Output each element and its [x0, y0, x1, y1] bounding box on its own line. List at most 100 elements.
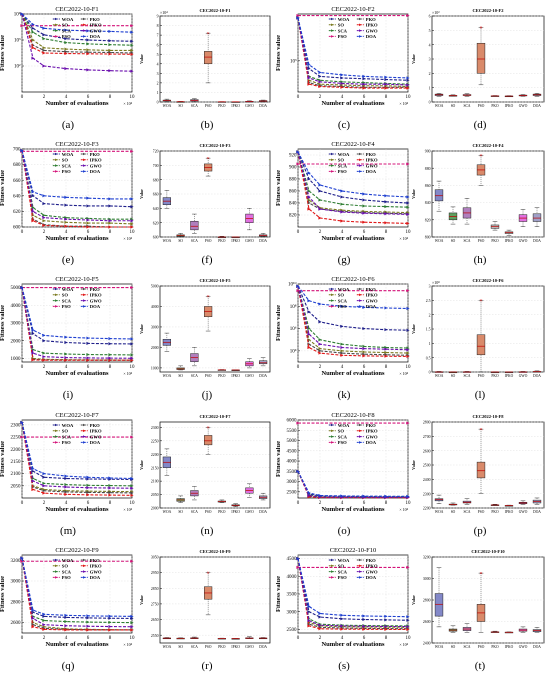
series-point-PKO: [318, 349, 322, 353]
y-tick-label: 600: [153, 236, 159, 240]
series-point-IPKO: [31, 487, 35, 492]
series-point-SCA: [42, 37, 46, 41]
series-point-DOA: [307, 171, 311, 175]
legend-label: IPKO: [366, 23, 378, 28]
series-point-DOA: [384, 75, 388, 79]
y-multiplier: ×10³: [432, 10, 440, 15]
series-point-WOA: [384, 328, 388, 332]
y-tick-label: 3500: [287, 593, 298, 598]
legend-marker: [55, 287, 58, 291]
plot-area: [431, 285, 545, 373]
y-tick-label: 0: [157, 101, 159, 105]
x-tick-label: PKO: [491, 510, 499, 514]
x-tick-label: SCA: [191, 645, 198, 649]
y-tick-label: 1: [429, 86, 431, 90]
x-axis-label: Number of evaluations: [321, 506, 385, 513]
y-tick-label: 2000: [151, 507, 159, 511]
x-tick-label: 0: [297, 230, 300, 235]
series-point-DOA: [340, 613, 344, 617]
series-point-GWO: [86, 68, 90, 72]
plot-area: [159, 556, 271, 644]
series-point-DOA: [20, 556, 24, 560]
legend-marker: [331, 570, 334, 573]
legend-marker: [83, 305, 86, 308]
y-axis-label: Value: [412, 54, 416, 64]
y-axis-label: Fitness value: [0, 35, 6, 71]
y-tick-label: 5000: [151, 285, 159, 289]
x-tick-label: 10: [130, 365, 136, 370]
series-point-WOA: [130, 616, 134, 621]
panel-2: CEC2022-10-F1 0 1 2 3 4 5 6 7 8 9 Value ×10⁴ WOA SO SCA…: [140, 4, 274, 136]
series-point-DOA: [296, 556, 300, 561]
legend-marker: [331, 429, 334, 433]
y-axis-label: Value: [140, 189, 144, 199]
series-point-IPKO: [86, 358, 90, 362]
series-point-DOA: [31, 608, 35, 612]
chart-svg-15: CEC2022-10-F8 2500 3000 3500 4000 4500 5000 550…: [276, 412, 411, 513]
series-point-GWO: [64, 624, 68, 628]
x-tick-label: 0: [21, 230, 24, 235]
series-point-WOA: [362, 77, 366, 81]
plot-area: [159, 15, 271, 103]
series-point-GWO: [307, 76, 311, 80]
series-point-GWO: [318, 80, 322, 84]
y-tick-label: 4000: [11, 304, 22, 309]
panel-label: (c): [337, 119, 351, 131]
series-point-IPKO: [42, 627, 46, 631]
x-tick-label: PKO: [218, 104, 226, 108]
panel-label: (t): [474, 660, 486, 672]
legend-marker: [359, 164, 362, 167]
y-tick-label: 5: [429, 29, 431, 33]
x-tick-label: 8: [109, 95, 112, 100]
series-point-SCA: [108, 353, 112, 357]
series-point-DOA: [318, 493, 322, 498]
chart-title: CEC2022-10-F1: [200, 8, 232, 13]
y-axis-label: Fitness value: [0, 441, 6, 477]
x-tick-label: DOA: [259, 510, 267, 514]
legend-label: GWO: [90, 28, 102, 33]
series-point-SO: [384, 350, 388, 355]
x-tick-label: GWO: [519, 374, 528, 378]
series-point-IPKO: [340, 627, 344, 631]
x-tick-label: PSO: [205, 104, 212, 108]
series-point-DOA: [362, 74, 366, 78]
series-point-IPKO: [86, 225, 90, 229]
x-tick-label: GWO: [245, 645, 254, 649]
legend-marker: [55, 164, 58, 167]
series-point-SO: [318, 347, 322, 351]
legend-label: IPKO: [366, 564, 378, 569]
panel-20: CEC2022-10-F10 2400 2600 2800 3000 3200 Value W…: [412, 545, 548, 677]
series-point-GWO: [340, 81, 344, 86]
series-point-GWO: [340, 210, 344, 214]
legend-marker: [55, 423, 58, 427]
series-point-GWO: [318, 342, 322, 346]
legend-marker: [83, 164, 86, 167]
chart-svg-1: CEC2022-10-F1 10² 10³ 10⁴ Fitness value 0 2 4 6 8…: [0, 6, 135, 107]
x-tick-label: IPKO: [505, 239, 514, 243]
series-point-DOA: [130, 197, 134, 201]
series-point-SO: [130, 48, 134, 52]
x-tick-label: IPKO: [505, 104, 514, 108]
series-point-DOA: [31, 22, 35, 26]
box-PSO: [204, 435, 213, 446]
series-point-IPKO: [340, 85, 344, 89]
x-tick-label: SO: [451, 239, 456, 243]
series-point-IPKO: [108, 225, 112, 229]
x-multiplier: × 10⁴: [123, 642, 132, 647]
series-point-PKO: [130, 491, 134, 495]
series-point-GWO: [42, 623, 46, 627]
y-tick-label: 10²: [14, 64, 21, 70]
series-point-PSO: [296, 565, 300, 570]
y-tick-label: 3000: [11, 322, 22, 327]
series-point-DOA: [307, 299, 311, 303]
legend-marker: [55, 299, 58, 302]
y-tick-label: 620: [13, 210, 21, 215]
x-tick-label: PKO: [218, 645, 226, 649]
series-point-DOA: [42, 194, 46, 198]
chart-title: CEC2022-10-F3: [200, 143, 232, 148]
legend-marker: [83, 29, 86, 32]
legend-label: IPKO: [366, 429, 378, 434]
x-tick-label: 4: [65, 230, 68, 235]
series-point-PKO: [64, 490, 68, 494]
